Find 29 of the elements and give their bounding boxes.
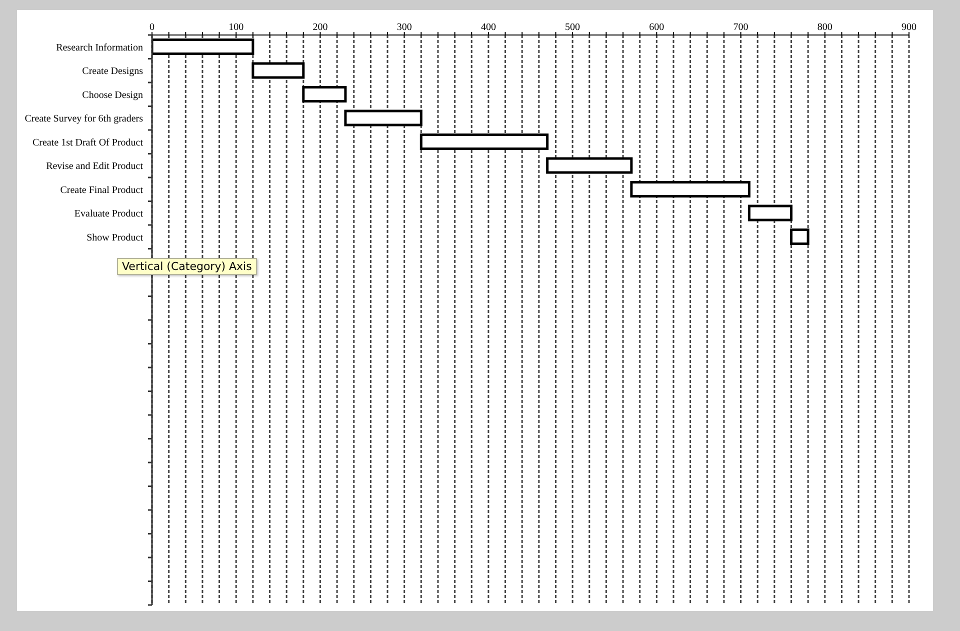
bar [152,38,254,55]
bar [252,62,305,79]
x-tick-label: 100 [228,22,244,33]
bar [420,134,549,150]
y-tick-label: Create Final Product [60,184,144,196]
y-tick-label: Choose Design [82,90,143,101]
bar [302,86,347,102]
y-tick-label: Show Product [86,232,144,244]
tooltip: Vertical (Category) Axis [117,258,257,276]
bar [630,181,750,198]
y-tick-label: Create Designs [82,66,144,78]
x-tick-label: 600 [649,22,664,33]
x-tick-label: 900 [902,22,916,33]
bar [748,204,792,222]
x-tick-label: 700 [733,22,748,33]
bar [344,110,422,126]
x-tick-label: 400 [480,22,496,33]
bar [546,157,633,174]
y-tick-label: Create Survey for 6th graders [24,114,144,125]
y-tick-label: Revise and Edit Product [46,161,144,172]
y-tick-label: Research Information [56,42,143,54]
x-tick-label: 0 [150,22,154,33]
y-tick-label: Create 1st Draft Of Product [32,137,144,148]
x-tick-label: 200 [312,22,328,33]
y-tick-label: Evaluate Product [74,208,144,220]
x-tick-label: 500 [565,22,580,33]
x-tick-label: 800 [817,22,832,33]
bar [790,228,810,245]
x-tick-label: 300 [396,22,412,33]
